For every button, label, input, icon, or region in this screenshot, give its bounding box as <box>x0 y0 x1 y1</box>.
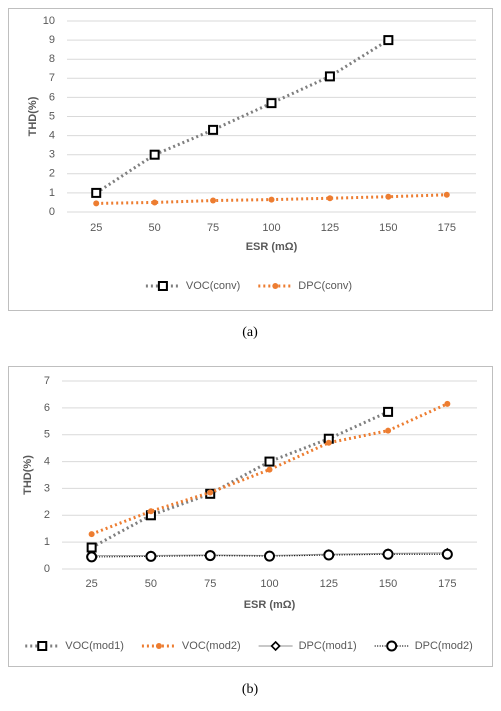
y-tick-label: 5 <box>49 110 55 122</box>
marker <box>145 550 157 562</box>
x-tick-label: 50 <box>145 578 157 590</box>
x-axis-title: ESR (mΩ) <box>246 241 298 253</box>
marker <box>272 283 279 289</box>
marker <box>383 406 394 417</box>
marker <box>383 35 394 46</box>
legend-label: VOC(mod2) <box>182 640 241 652</box>
y-tick-label: 4 <box>44 455 50 467</box>
marker <box>324 71 335 82</box>
y-tick-label: 6 <box>49 91 55 103</box>
marker <box>157 281 168 291</box>
x-tick-label: 150 <box>379 578 397 590</box>
marker <box>326 195 333 202</box>
marker <box>441 548 453 560</box>
marker <box>208 124 219 135</box>
marker <box>266 466 273 473</box>
marker <box>37 641 48 651</box>
y-tick-label: 3 <box>49 149 55 161</box>
marker <box>149 149 160 160</box>
y-tick-label: 7 <box>49 72 55 84</box>
y-axis-title: THD(%) <box>22 455 34 495</box>
y-tick-label: 0 <box>49 206 55 218</box>
marker <box>151 199 158 206</box>
x-tick-label: 100 <box>262 222 280 234</box>
marker <box>264 550 275 562</box>
marker <box>385 427 392 434</box>
legend-label: DPC(conv) <box>298 280 352 292</box>
y-tick-label: 2 <box>49 168 55 180</box>
x-tick-label: 125 <box>320 578 338 590</box>
chart-frame <box>8 366 493 667</box>
marker <box>93 200 100 207</box>
marker <box>86 551 98 563</box>
caption: (b) <box>242 682 259 697</box>
y-tick-label: 0 <box>44 563 50 575</box>
marker <box>382 548 394 560</box>
marker <box>270 640 281 652</box>
marker <box>147 508 154 515</box>
caption: (a) <box>242 325 258 340</box>
marker <box>325 439 332 446</box>
y-tick-label: 5 <box>44 429 50 441</box>
y-tick-label: 1 <box>49 187 55 199</box>
marker <box>268 196 275 203</box>
legend-label: DPC(mod2) <box>415 640 473 652</box>
series-line <box>90 410 389 549</box>
y-tick-label: 6 <box>44 402 50 414</box>
marker <box>155 643 162 649</box>
x-tick-label: 125 <box>321 222 339 234</box>
legend-label: VOC(mod1) <box>65 640 124 652</box>
x-tick-label: 50 <box>149 222 161 234</box>
marker <box>444 400 451 407</box>
legend-label: VOC(conv) <box>186 280 240 292</box>
marker <box>86 542 97 553</box>
marker <box>204 550 216 562</box>
x-tick-label: 150 <box>379 222 397 234</box>
marker <box>88 531 95 538</box>
x-tick-label: 175 <box>438 222 456 234</box>
x-tick-label: 75 <box>207 222 219 234</box>
y-tick-label: 1 <box>44 536 50 548</box>
marker <box>386 640 398 652</box>
y-tick-label: 8 <box>49 53 55 65</box>
marker <box>264 456 275 467</box>
x-axis-title: ESR (mΩ) <box>244 599 296 611</box>
legend-label: DPC(mod1) <box>299 640 357 652</box>
marker <box>210 197 217 204</box>
x-tick-label: 25 <box>86 578 98 590</box>
marker <box>443 191 450 198</box>
x-tick-label: 175 <box>438 578 456 590</box>
marker <box>385 193 392 200</box>
x-tick-label: 100 <box>260 578 278 590</box>
y-tick-label: 7 <box>44 375 50 387</box>
marker <box>323 549 335 561</box>
y-tick-label: 10 <box>43 15 55 27</box>
y-tick-label: 9 <box>49 34 55 46</box>
y-tick-label: 2 <box>44 509 50 521</box>
y-axis-title: THD(%) <box>27 96 39 136</box>
y-tick-label: 3 <box>44 482 50 494</box>
series-line <box>95 38 390 195</box>
marker <box>91 187 102 198</box>
marker <box>266 98 277 109</box>
y-tick-label: 4 <box>49 130 55 142</box>
x-tick-label: 75 <box>204 578 216 590</box>
x-tick-label: 25 <box>90 222 102 234</box>
marker <box>207 489 214 496</box>
chart-frame <box>8 8 493 311</box>
